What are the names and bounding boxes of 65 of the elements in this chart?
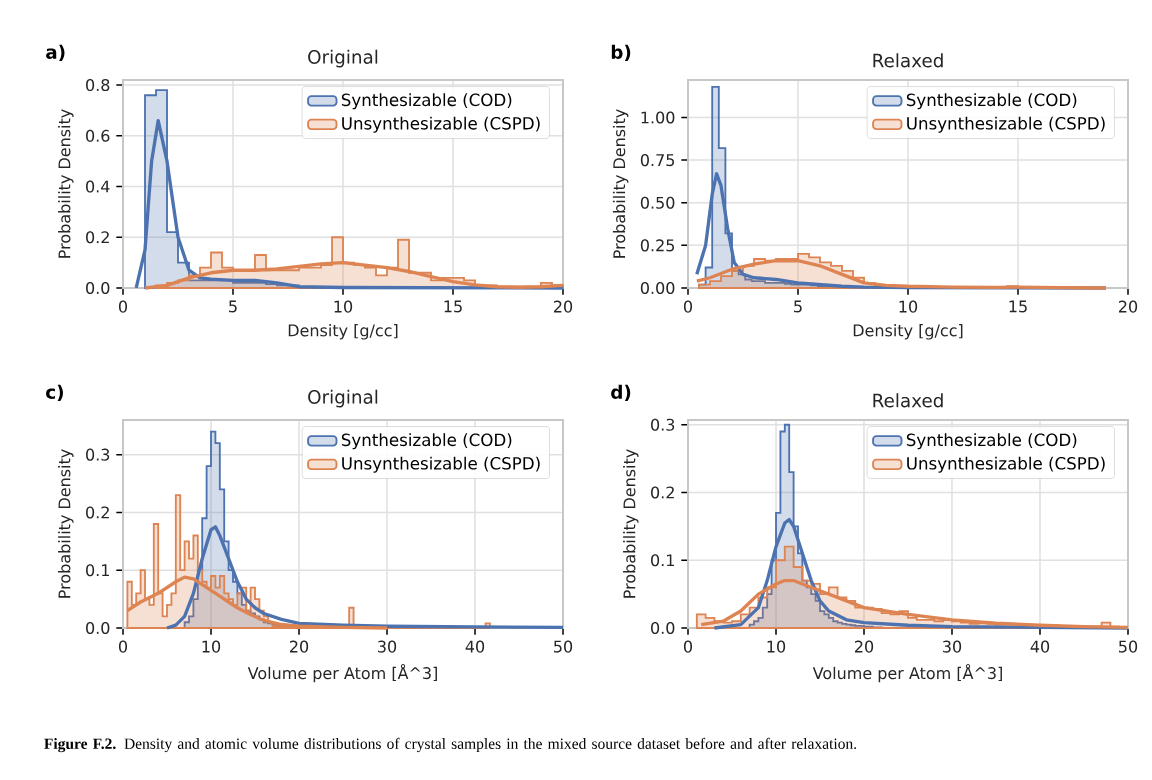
- y-tick-label: 0.0: [651, 621, 675, 635]
- x-tick-label: 0: [118, 640, 128, 653]
- x-tick-label: 50: [1119, 640, 1138, 653]
- legend-label: Synthesizable (COD): [906, 433, 1077, 450]
- x-tick-label: 5: [794, 300, 802, 313]
- x-tick-label: 40: [1030, 640, 1050, 653]
- x-tick-label: 20: [855, 640, 874, 653]
- x-axis-title: Volume per Atom [Å^3]: [812, 664, 1002, 683]
- x-tick-label: 0: [118, 300, 128, 313]
- text: d): [611, 384, 631, 402]
- y-tick-label: 0.1: [86, 564, 109, 577]
- text: c): [46, 384, 63, 402]
- legend-label: Unsynthesizable (CSPD): [907, 456, 1105, 473]
- x-tick-label: 0: [683, 640, 693, 653]
- y-tick-label: 0.6: [86, 129, 110, 142]
- legend-label: Synthesizable (COD): [906, 93, 1077, 110]
- x-tick-label: 20: [554, 300, 573, 313]
- x-tick-label: 20: [290, 640, 309, 653]
- text: a): [46, 44, 65, 62]
- y-axis-title: Probability Density: [623, 449, 639, 598]
- x-tick-label: 15: [444, 300, 462, 313]
- y-tick-label: 0.75: [640, 154, 675, 167]
- x-tick-label: 15: [1009, 300, 1027, 313]
- y-axis-title: Probability Density: [58, 449, 74, 598]
- x-tick-label: 30: [943, 640, 962, 653]
- x-axis-title: Density [g/cc]: [853, 324, 963, 340]
- y-tick-label: 0.25: [640, 239, 675, 252]
- y-axis-title: Probability Density: [612, 109, 629, 258]
- y-tick-label: 0.3: [651, 418, 675, 431]
- y-tick-label: 0.2: [86, 506, 109, 519]
- x-axis-title: Density [g/cc]: [288, 324, 398, 340]
- x-tick-label: 10: [202, 640, 221, 653]
- legend-label: Unsynthesizable (CSPD): [907, 116, 1105, 133]
- y-tick-label: 1.00: [641, 111, 675, 124]
- y-tick-label: 0.0: [86, 281, 110, 295]
- y-tick-label: 0.4: [86, 180, 110, 193]
- y-tick-label: 0.3: [86, 448, 110, 461]
- y-tick-label: 0.2: [651, 486, 674, 499]
- text: Figure F.2. Density and atomic volume distributions of crystal samples in the mixed source dataset before and after relaxation.: [44, 737, 857, 753]
- x-tick-label: 20: [1119, 300, 1138, 313]
- chart-title: Original: [308, 389, 378, 408]
- x-tick-label: 0: [683, 300, 693, 313]
- x-tick-label: 10: [334, 300, 353, 313]
- x-axis-title: Volume per Atom [Å^3]: [247, 664, 437, 683]
- y-tick-label: 0.8: [86, 79, 110, 92]
- text: b): [611, 44, 631, 62]
- chart-title: Relaxed: [873, 393, 943, 408]
- x-tick-label: 40: [465, 640, 485, 653]
- legend-label: Synthesizable (COD): [341, 433, 512, 450]
- x-tick-label: 5: [229, 300, 237, 313]
- y-tick-label: 0.0: [86, 621, 110, 635]
- y-tick-label: 0.2: [86, 231, 109, 244]
- x-tick-label: 30: [378, 640, 397, 653]
- y-tick-label: 0.50: [640, 196, 675, 209]
- x-tick-label: 10: [767, 640, 786, 653]
- y-axis-title: Probability Density: [58, 109, 74, 258]
- chart-title: Original: [308, 49, 378, 68]
- legend-label: Synthesizable (COD): [341, 93, 512, 110]
- x-tick-label: 50: [554, 640, 573, 653]
- legend-label: Unsynthesizable (CSPD): [342, 116, 540, 133]
- chart-title: Relaxed: [873, 53, 943, 68]
- x-tick-label: 10: [899, 300, 918, 313]
- legend-label: Unsynthesizable (CSPD): [342, 456, 540, 473]
- y-tick-label: 0.00: [640, 281, 675, 295]
- y-tick-label: 0.1: [651, 554, 674, 567]
